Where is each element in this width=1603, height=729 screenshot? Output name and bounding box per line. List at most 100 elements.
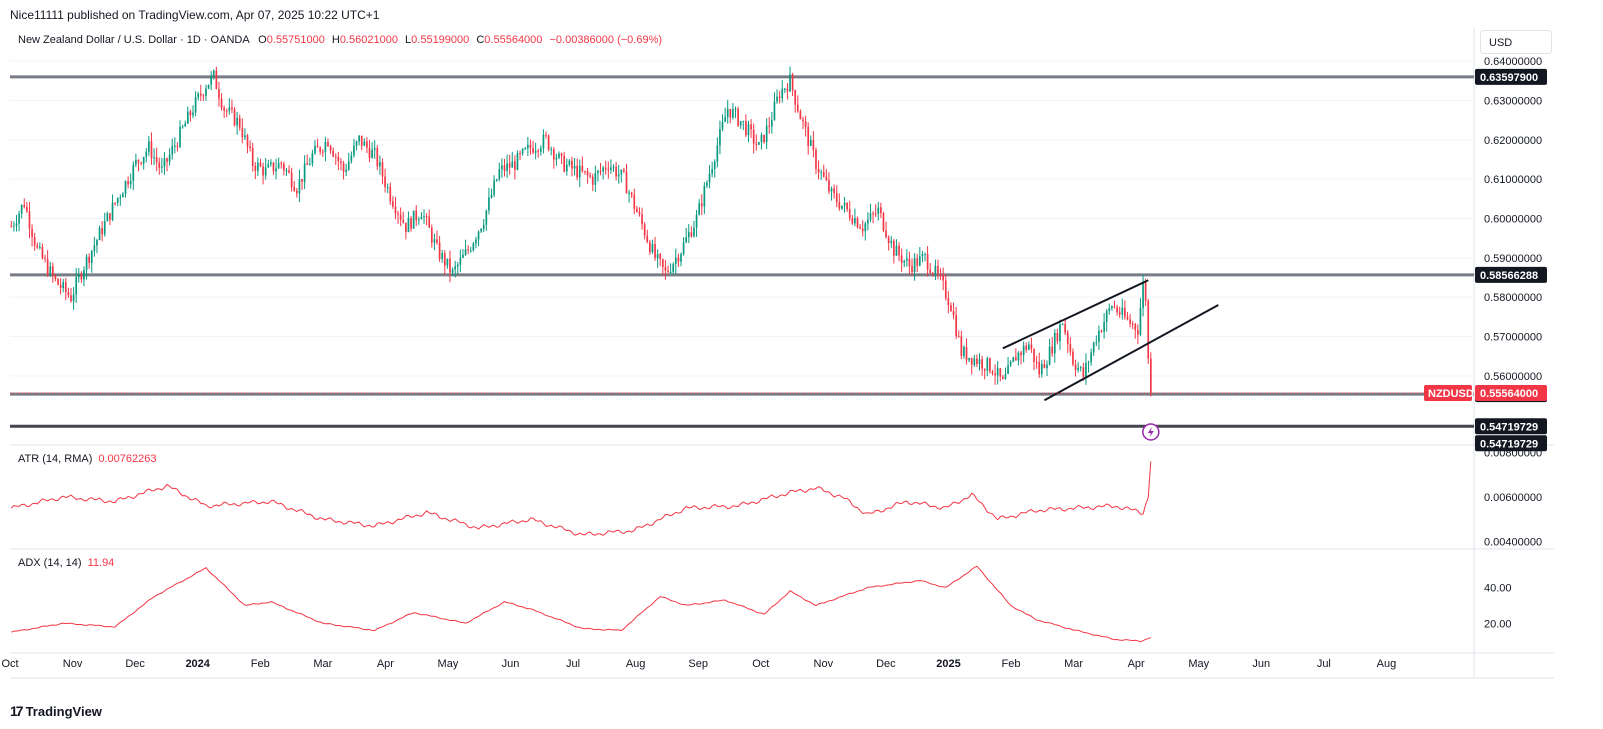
candle-body (303, 163, 306, 182)
candle-body (825, 176, 828, 181)
candle-body (633, 194, 636, 209)
candle-body (895, 245, 898, 256)
candle-body (259, 162, 262, 167)
level-price-label: 0.54719729 (1480, 421, 1538, 433)
close-label: C (476, 34, 485, 46)
candle-body (44, 258, 46, 260)
candle-body (267, 164, 270, 168)
candle-body (88, 256, 91, 263)
candle-body (236, 117, 238, 126)
candle-body (996, 368, 999, 376)
candle-body (636, 208, 638, 213)
candle-body (939, 273, 942, 275)
candle-body (1134, 324, 1137, 331)
candle-body (1048, 346, 1051, 365)
candle-body (132, 164, 135, 181)
time-tick-label: Sep (688, 658, 708, 670)
candle-body (13, 225, 15, 227)
candle-body (1061, 323, 1064, 325)
candle-body (127, 181, 129, 185)
candle-body (924, 253, 926, 255)
candle-body (493, 180, 495, 195)
candle-body (713, 161, 716, 170)
candle-body (376, 148, 379, 167)
candle-body (732, 109, 734, 118)
price-tick-label: 0.56000000 (1484, 371, 1542, 383)
candle-body (529, 144, 532, 149)
time-tick-label: Mar (313, 658, 332, 670)
candle-body (20, 204, 23, 214)
candle-body (519, 153, 521, 155)
candle-body (547, 135, 550, 150)
candle-body (789, 74, 791, 92)
currency-button[interactable]: USD (1480, 30, 1552, 54)
candle-body (319, 147, 322, 152)
candle-body (745, 120, 747, 136)
candle-body (124, 181, 127, 194)
candle-body (350, 155, 353, 162)
candle-body (96, 239, 98, 246)
candle-body (103, 221, 106, 235)
price-tick-label: 0.64000000 (1484, 56, 1542, 68)
candle-body (49, 266, 52, 275)
candle-body (153, 157, 155, 159)
candle-body (83, 270, 85, 280)
level-price-tag (1475, 435, 1547, 452)
candle-body (75, 277, 78, 295)
candle-body (423, 216, 425, 218)
candle-body (763, 134, 765, 143)
candle-body (1129, 319, 1131, 324)
candle-body (973, 358, 976, 365)
candle-body (212, 70, 215, 76)
candle-body (80, 274, 83, 280)
candle-body (739, 121, 742, 126)
tradingview-logo[interactable]: 17 TradingView (10, 703, 102, 719)
candle-body (724, 117, 726, 122)
candle-body (168, 154, 171, 162)
candle-body (283, 163, 285, 171)
candle-body (791, 74, 794, 91)
candle-body (293, 186, 296, 191)
candle-body (913, 258, 916, 273)
candle-body (389, 186, 392, 202)
candle-body (1087, 362, 1090, 364)
time-tick-label: Aug (1377, 658, 1397, 670)
candle-body (332, 150, 335, 157)
candle-body (443, 253, 446, 266)
candle-body (275, 168, 277, 172)
candle-body (358, 135, 360, 142)
candle-body (607, 169, 610, 171)
candle-body (316, 145, 319, 148)
candle-body (366, 141, 368, 148)
time-tick-label: Oct (752, 658, 769, 670)
candle-body (135, 159, 137, 165)
candle-body (262, 166, 264, 176)
candle-body (783, 88, 786, 90)
candle-body (708, 173, 711, 183)
current-price-label: 0.55564000 (1480, 388, 1538, 400)
candle-body (218, 89, 220, 99)
candle-body (1105, 311, 1108, 323)
candle-body (334, 156, 337, 158)
candle-body (602, 167, 604, 172)
price-tick-label: 0.57000000 (1484, 332, 1542, 344)
change-value: −0.00386000 (−0.69%) (549, 34, 663, 46)
candle-body (1069, 344, 1072, 352)
candle-body (257, 162, 259, 171)
candle-body (534, 150, 537, 153)
candle-body (64, 282, 67, 292)
candle-body (981, 359, 983, 369)
candle-body (207, 84, 210, 89)
candle-body (532, 148, 534, 153)
candle-body (799, 111, 802, 120)
candle-body (109, 213, 111, 220)
candle-body (638, 212, 641, 215)
candle-body (114, 202, 116, 204)
candle-body (1056, 332, 1059, 342)
candle-body (521, 148, 524, 154)
candle-body (794, 90, 797, 105)
publisher-line: Nice11111 published on TradingView.com, … (10, 8, 380, 22)
candle-body (612, 166, 615, 168)
candle-body (490, 194, 493, 198)
